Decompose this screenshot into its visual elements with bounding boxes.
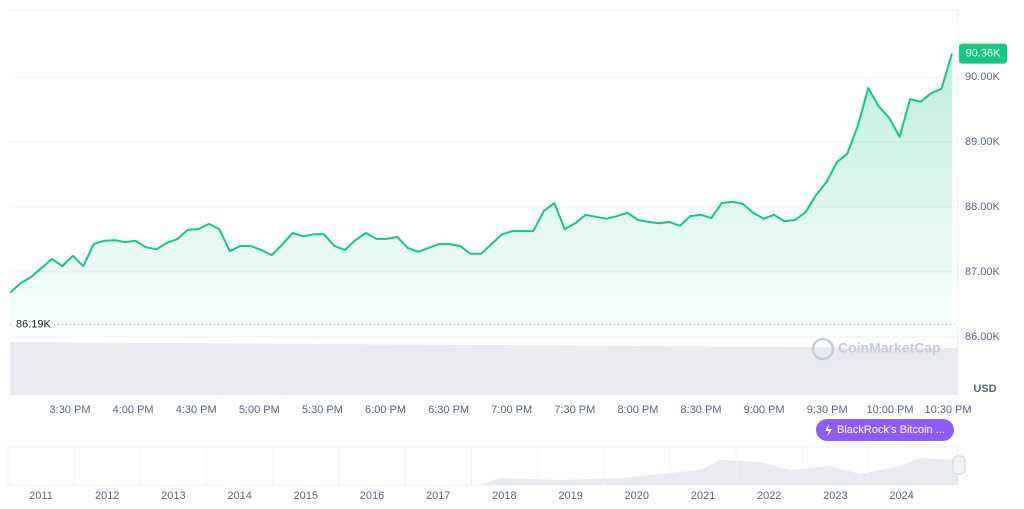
navigator-year: 2021	[691, 490, 715, 502]
navigator-year: 2012	[95, 490, 119, 502]
price-line	[9, 53, 953, 294]
x-tick-label: 6:30 PM	[428, 404, 469, 416]
x-tick-label: 6:00 PM	[365, 404, 406, 416]
navigator-handle[interactable]	[952, 455, 966, 475]
x-tick-label: 5:00 PM	[239, 404, 280, 416]
volume-area	[10, 342, 958, 395]
navigator-year: 2019	[558, 490, 582, 502]
x-tick-label: 4:00 PM	[113, 404, 154, 416]
event-badge-text[interactable]: BlackRock's Bitcoin ...	[837, 424, 945, 436]
x-tick-label: 10:00 PM	[866, 404, 913, 416]
y-unit: USD	[973, 383, 996, 395]
navigator-year: 2024	[889, 490, 913, 502]
watermark-logo	[811, 337, 835, 361]
navigator-year: 2020	[625, 490, 649, 502]
navigator-year: 2013	[161, 490, 185, 502]
y-tick-label: 86.00K	[965, 331, 1001, 343]
navigator-year: 2022	[757, 490, 781, 502]
event-badge[interactable]: BlackRock's Bitcoin ...	[816, 419, 954, 441]
y-tick-label: 88.00K	[965, 201, 1001, 213]
x-tick-label: 10:30 PM	[924, 404, 971, 416]
navigator-year: 2018	[492, 490, 516, 502]
x-tick-label: 4:30 PM	[176, 404, 217, 416]
navigator-year: 2011	[29, 490, 53, 502]
x-tick-label: 7:30 PM	[554, 404, 595, 416]
last-price-label: 90.36K	[966, 48, 1002, 60]
y-tick-label: 89.00K	[965, 136, 1001, 148]
x-tick-label: 8:00 PM	[617, 404, 658, 416]
x-tick-label: 8:30 PM	[681, 404, 722, 416]
x-tick-label: 5:30 PM	[302, 404, 343, 416]
navigator-year: 2015	[294, 490, 318, 502]
navigator-year: 2023	[823, 490, 847, 502]
navigator-year: 2016	[360, 490, 384, 502]
event-icon	[825, 424, 832, 437]
area	[10, 53, 952, 337]
last-price-bg	[959, 43, 1007, 64]
x-tick-label: 3:30 PM	[50, 404, 91, 416]
x-tick-label: 7:00 PM	[491, 404, 532, 416]
navigator-year: 2014	[227, 490, 251, 502]
navigator	[9, 446, 966, 486]
x-tick-label: 9:00 PM	[744, 404, 785, 416]
watermark: CoinMarketCap	[838, 340, 941, 356]
event-badge-bg[interactable]	[816, 419, 954, 441]
navigator-year: 2017	[426, 490, 450, 502]
navigator-area	[10, 458, 958, 485]
x-tick-label: 9:30 PM	[807, 404, 848, 416]
y-tick-label: 90.00K	[965, 71, 1001, 83]
y-tick-label: 87.00K	[965, 266, 1001, 278]
